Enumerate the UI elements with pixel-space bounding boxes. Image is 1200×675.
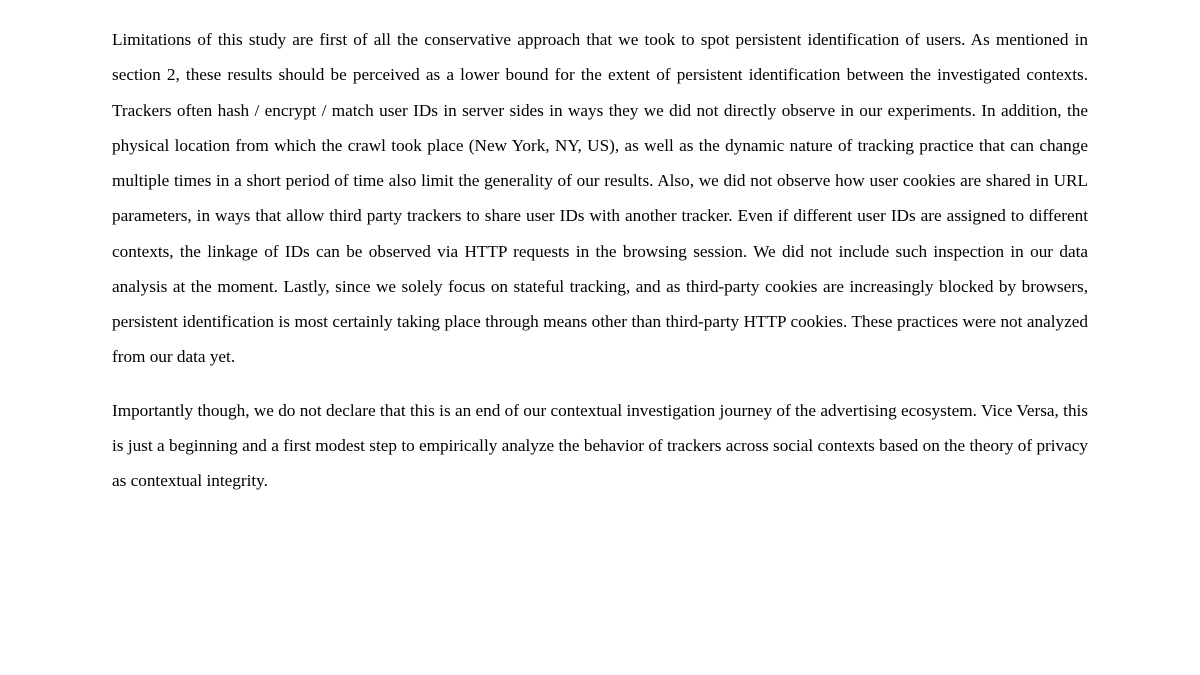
body-paragraph: Importantly though, we do not declare th… [112, 393, 1088, 499]
body-paragraph: Limitations of this study are first of a… [112, 22, 1088, 375]
document-page: Limitations of this study are first of a… [0, 0, 1200, 675]
